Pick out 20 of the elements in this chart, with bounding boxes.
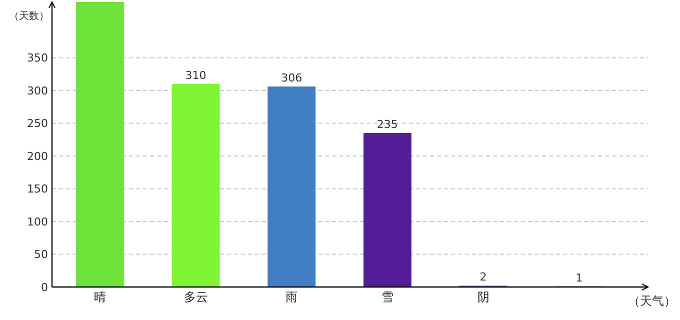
x-axis-title: （天气） [628, 294, 676, 308]
y-tick-label: 50 [34, 248, 48, 262]
x-tick-label: 雨 [286, 290, 298, 304]
data-label: 310 [185, 68, 206, 82]
y-tick-label: 100 [27, 215, 48, 228]
x-tick-label: 雪 [381, 290, 394, 304]
y-axis-title: （天数） [9, 11, 49, 22]
y-tick-label: 0 [41, 281, 48, 294]
y-tick-label: 200 [27, 150, 48, 163]
data-label: 235 [376, 118, 398, 132]
x-tick-label: 晴 [94, 290, 106, 304]
y-tick-label: 250 [27, 117, 48, 130]
y-tick-label: 350 [27, 52, 48, 65]
data-label: 306 [281, 72, 302, 85]
x-tick-label: 多云 [184, 290, 208, 304]
data-label: 1 [576, 271, 583, 284]
data-label: 2 [480, 270, 487, 284]
y-tick-label: 150 [27, 182, 48, 196]
y-tick-label: 300 [27, 84, 48, 98]
x-tick-label: 阴 [477, 290, 490, 304]
